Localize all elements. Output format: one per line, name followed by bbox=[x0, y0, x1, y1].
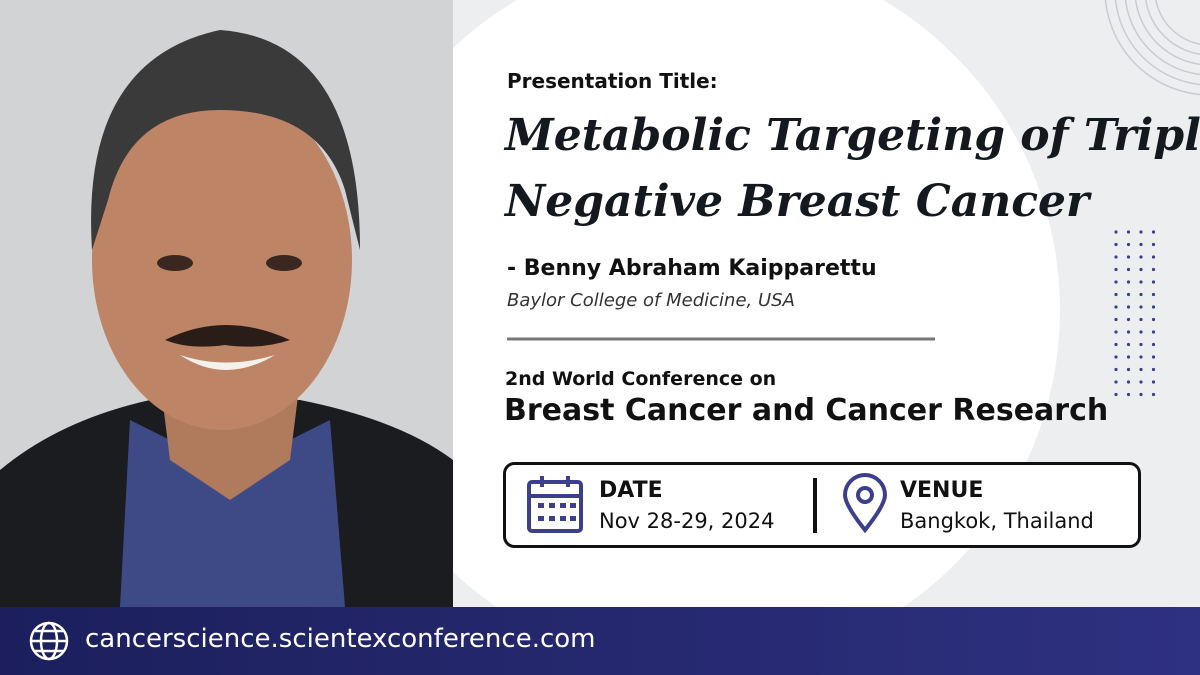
title-line: Negative Breast Cancer bbox=[505, 176, 1090, 227]
label: Presentation Title: bbox=[507, 69, 718, 93]
conference-name: Breast Cancer and Cancer Research bbox=[504, 393, 1109, 428]
footer-bar bbox=[0, 607, 1200, 675]
conference-edition: 2nd World Conference on bbox=[505, 368, 777, 390]
pin-icon bbox=[842, 473, 888, 534]
title-line: Metabolic Targeting of Triple bbox=[505, 110, 1200, 161]
venue-label: VENUE bbox=[900, 478, 984, 503]
date-label: DATE bbox=[599, 478, 663, 503]
details-box bbox=[503, 462, 1141, 548]
calendar-days bbox=[538, 503, 576, 521]
dot-grid bbox=[1114, 230, 1164, 400]
calendar-icon bbox=[527, 476, 583, 533]
photo bbox=[0, 0, 453, 607]
arcs bbox=[1104, 0, 1200, 96]
speaker-name: - Benny Abraham Kaipparettu bbox=[507, 256, 877, 281]
date: Nov 28-29, 2024 bbox=[599, 509, 775, 533]
globe-icon bbox=[29, 621, 69, 661]
venue: Bangkok, Thailand bbox=[900, 509, 1094, 533]
website-url: cancerscience.scientexconference.com bbox=[85, 624, 596, 654]
affiliation: Baylor College of Medicine, USA bbox=[507, 290, 795, 311]
